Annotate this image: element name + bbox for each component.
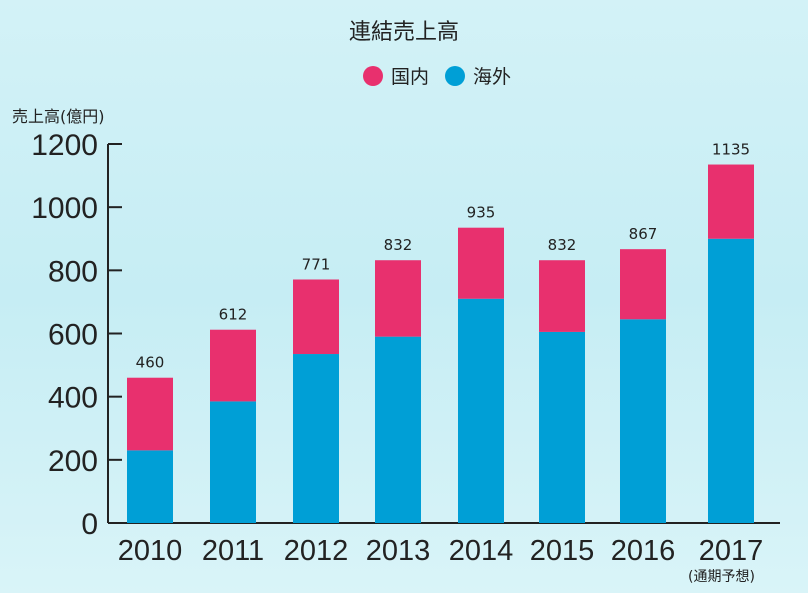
y-tick-label: 1000 xyxy=(31,192,98,225)
bar-overseas xyxy=(539,331,585,523)
x-tick-label: 2016 xyxy=(611,535,676,567)
total-label: 832 xyxy=(384,236,413,254)
bar-overseas xyxy=(620,319,666,523)
bar-domestic xyxy=(375,260,421,337)
bar-domestic xyxy=(210,329,256,402)
total-label: 460 xyxy=(136,354,165,372)
x-tick-label: 2015 xyxy=(530,535,595,567)
legend-label-overseas: 海外 xyxy=(473,66,512,88)
bar-overseas xyxy=(375,336,421,523)
total-label: 832 xyxy=(548,236,577,254)
total-label: 867 xyxy=(629,225,658,243)
legend: 国内 海外 xyxy=(363,62,527,89)
y-tick-label: 200 xyxy=(48,445,98,478)
bar-domestic xyxy=(708,164,754,239)
y-tick-label: 1200 xyxy=(31,129,98,162)
chart-title: 連結売上高 xyxy=(348,20,459,45)
legend-item-domestic: 国内 xyxy=(363,62,429,89)
x-tick-label: 2012 xyxy=(284,535,349,567)
legend-item-overseas: 海外 xyxy=(445,62,511,89)
legend-swatch-domestic xyxy=(363,65,383,86)
bar-domestic xyxy=(127,377,173,451)
y-tick-label: 600 xyxy=(48,319,98,352)
total-label: 935 xyxy=(467,204,496,222)
bar-overseas xyxy=(210,401,256,523)
x-tick-label: 2010 xyxy=(118,535,183,567)
bar-overseas xyxy=(127,450,173,523)
legend-label-domestic: 国内 xyxy=(391,66,430,88)
y-tick-label: 0 xyxy=(81,508,98,541)
total-label: 771 xyxy=(302,255,331,273)
x-tick-label: 2014 xyxy=(449,535,514,567)
bar-domestic xyxy=(458,227,504,299)
y-tick-label: 400 xyxy=(48,382,98,415)
x-tick-label: 2013 xyxy=(366,535,431,567)
bar-domestic xyxy=(620,249,666,320)
bar-overseas xyxy=(458,298,504,523)
bar-overseas xyxy=(293,354,339,523)
forecast-note: (通期予想) xyxy=(688,569,755,585)
legend-swatch-overseas xyxy=(445,65,466,86)
y-axis-label: 売上高(億円) xyxy=(12,107,105,126)
y-tick-label: 800 xyxy=(48,255,98,288)
bar-domestic xyxy=(539,260,585,332)
bar-domestic xyxy=(293,279,339,355)
total-label: 1135 xyxy=(712,141,750,159)
total-label: 612 xyxy=(219,306,248,324)
bar-overseas xyxy=(708,238,754,523)
x-tick-label: 2017 xyxy=(699,535,764,567)
x-tick-label: 2011 xyxy=(202,535,264,567)
